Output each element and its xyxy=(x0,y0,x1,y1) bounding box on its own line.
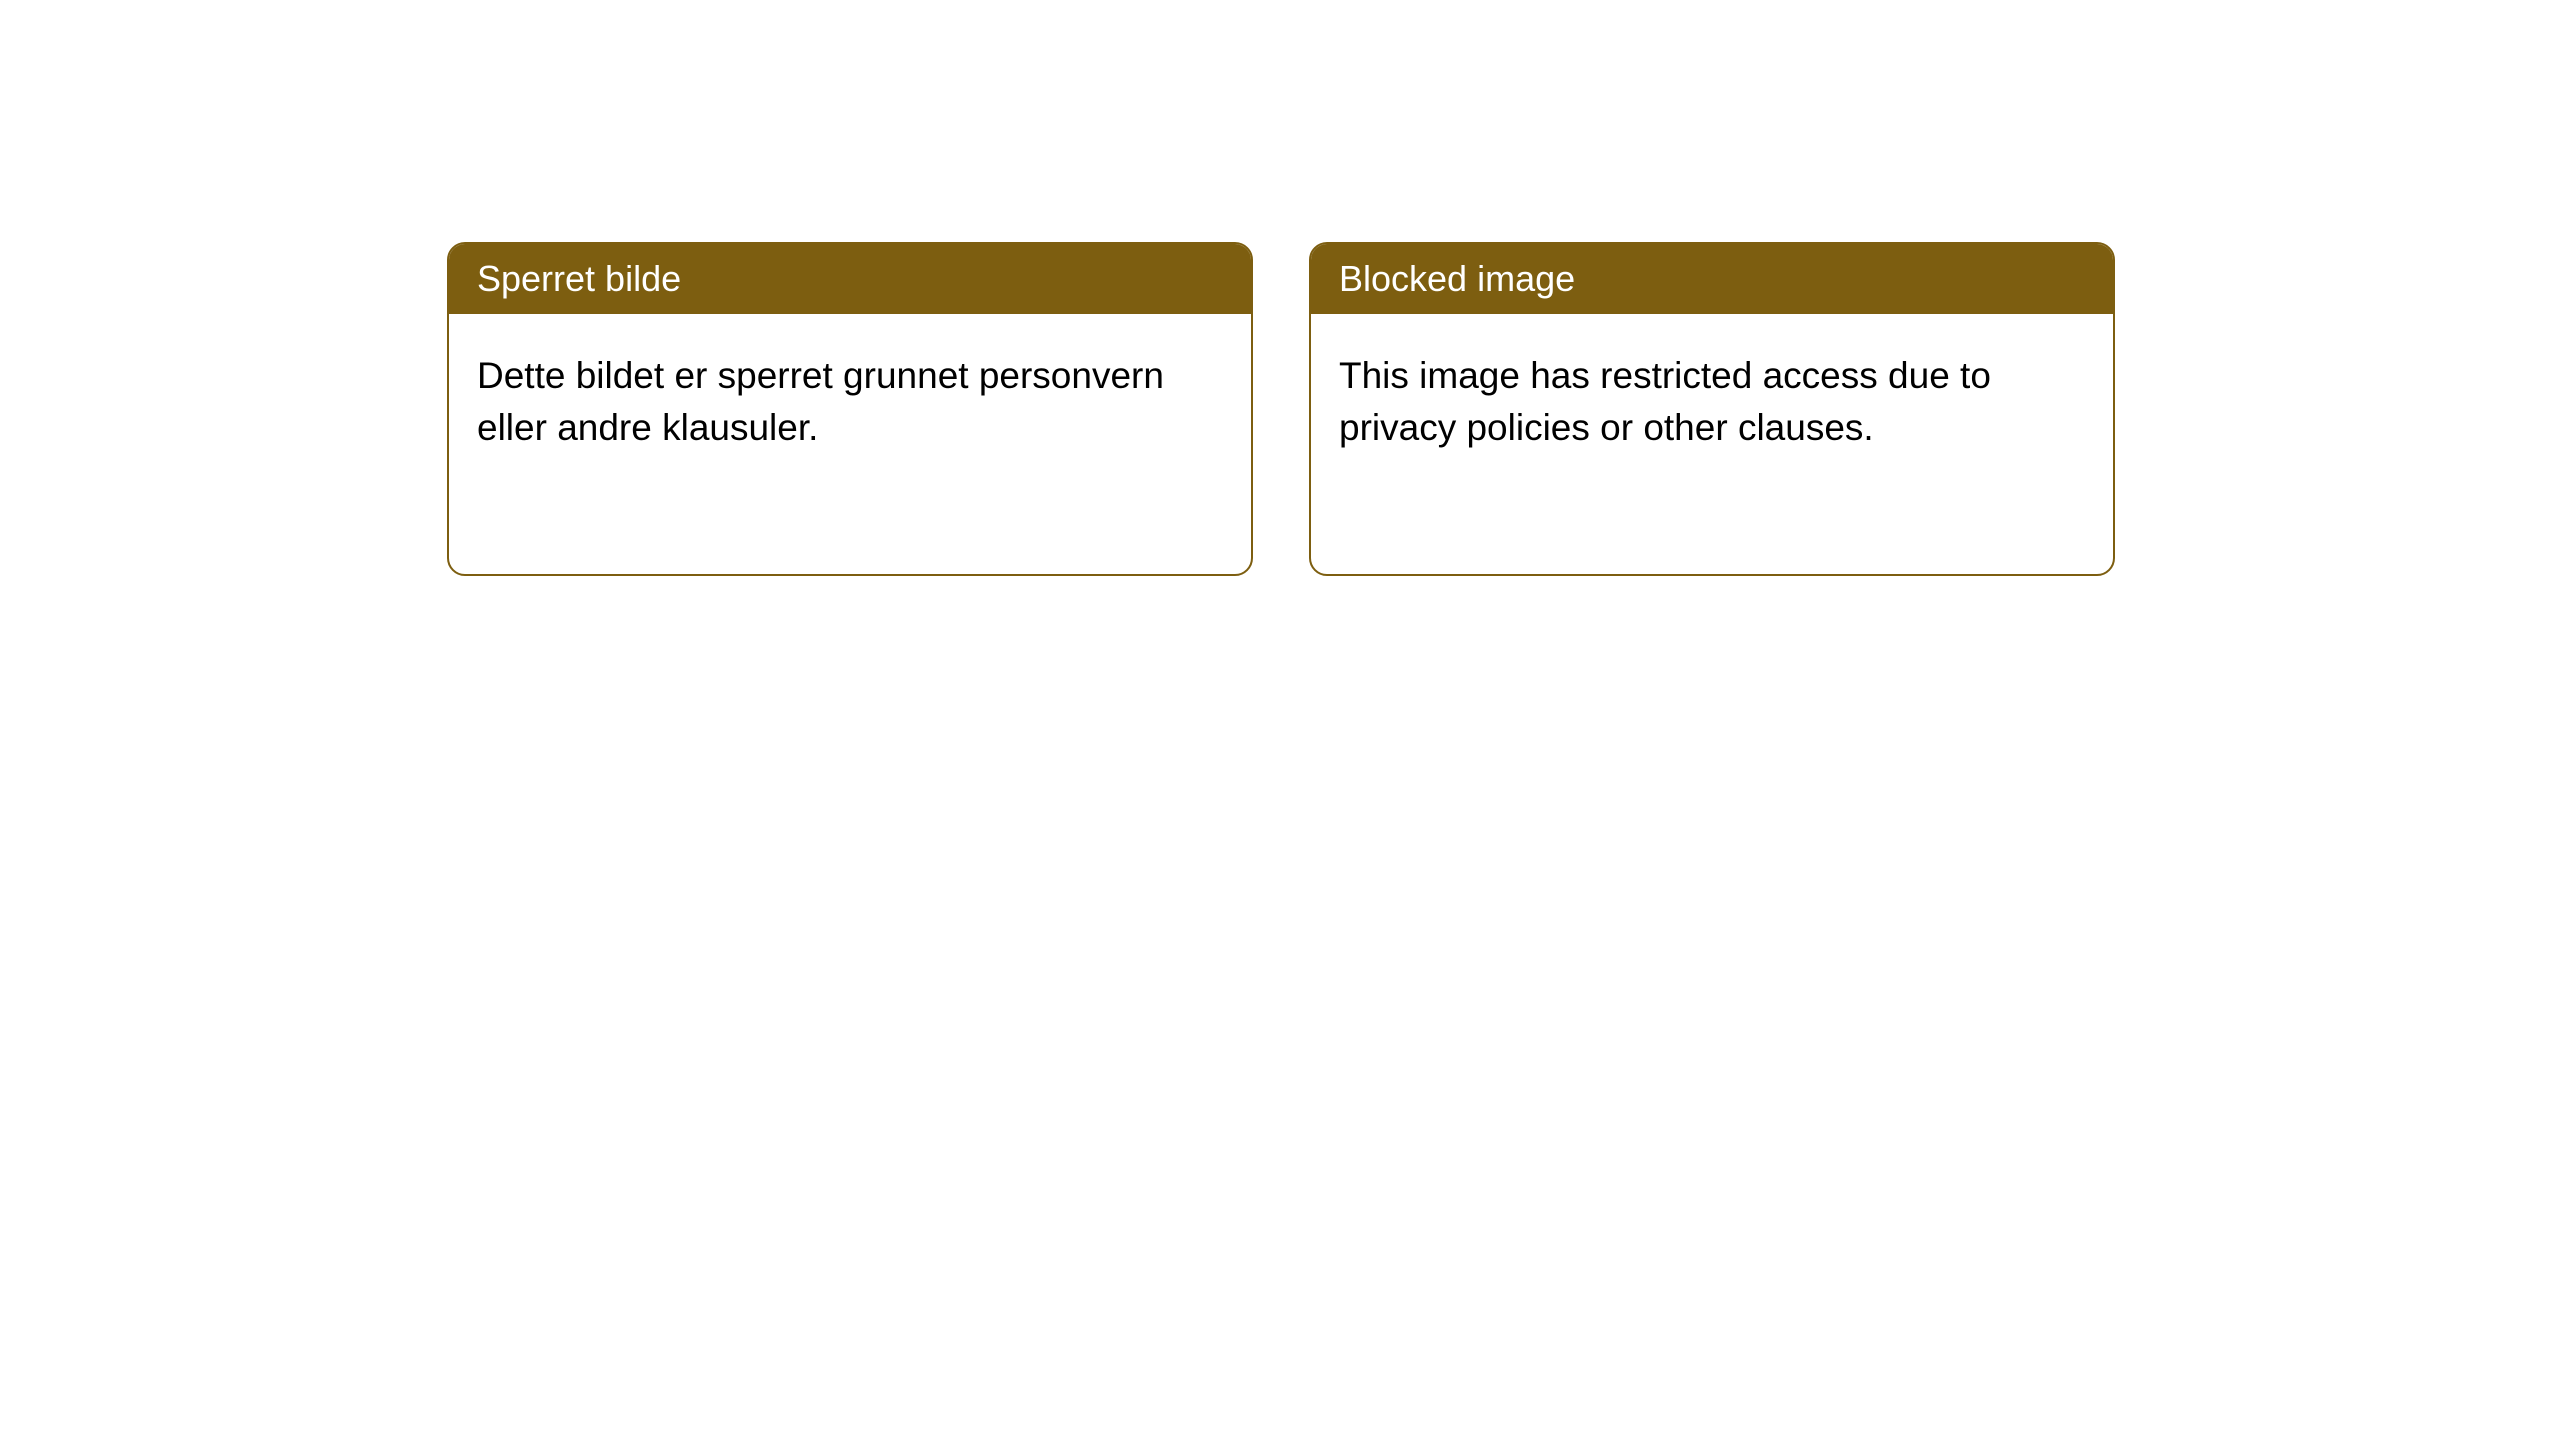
card-title: Blocked image xyxy=(1339,258,1575,299)
card-title: Sperret bilde xyxy=(477,258,681,299)
card-header: Blocked image xyxy=(1311,244,2113,314)
card-body: Dette bildet er sperret grunnet personve… xyxy=(449,314,1251,490)
card-body-text: This image has restricted access due to … xyxy=(1339,355,1991,448)
card-english: Blocked image This image has restricted … xyxy=(1309,242,2115,576)
card-body: This image has restricted access due to … xyxy=(1311,314,2113,490)
card-norwegian: Sperret bilde Dette bildet er sperret gr… xyxy=(447,242,1253,576)
card-header: Sperret bilde xyxy=(449,244,1251,314)
cards-container: Sperret bilde Dette bildet er sperret gr… xyxy=(447,242,2115,576)
card-body-text: Dette bildet er sperret grunnet personve… xyxy=(477,355,1164,448)
